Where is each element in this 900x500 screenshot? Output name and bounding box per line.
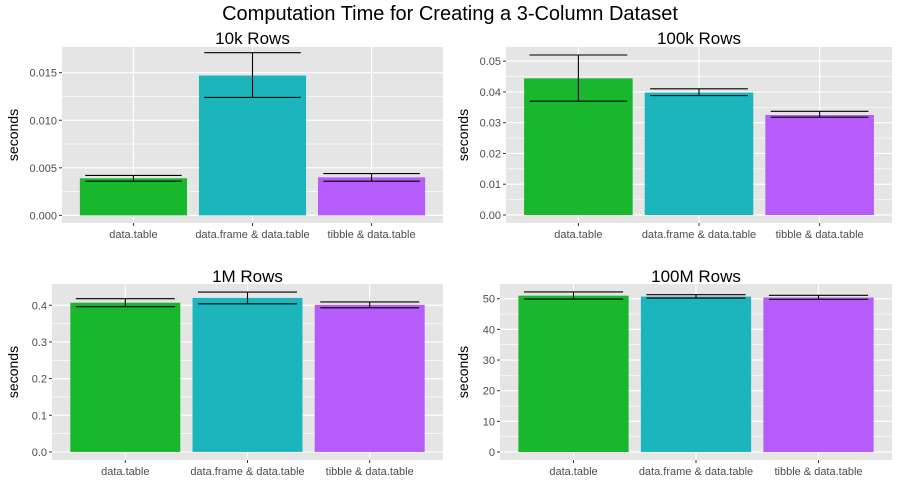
bar (763, 297, 874, 453)
y-tick-label: 0.4 (32, 300, 47, 312)
y-tick-label: 30 (483, 355, 495, 367)
y-tick-label: 40 (483, 324, 495, 336)
y-tick-label: 0.010 (29, 115, 57, 127)
y-tick-label: 0.01 (480, 179, 501, 191)
panel-title: 100M Rows (651, 267, 741, 286)
figure-title: Computation Time for Creating a 3-Column… (222, 3, 678, 25)
y-tick-label: 0.04 (480, 87, 501, 99)
x-tick-label: tibble & data.table (776, 229, 864, 241)
x-tick-label: tibble & data.table (774, 466, 862, 478)
y-tick-label: 0.1 (32, 410, 47, 422)
y-tick-label: 0.3 (32, 337, 47, 349)
y-axis-label: seconds (455, 346, 471, 398)
y-tick-label: 0.000 (29, 210, 57, 222)
panel-1: 0.000 0.005 0.010 0.015 data.table data.frame… (5, 29, 443, 241)
x-tick-label: data.frame & data.table (642, 229, 756, 241)
y-tick-label: 0.015 (29, 68, 57, 80)
x-tick-label: data.frame & data.table (195, 229, 309, 241)
x-tick-label: data.table (554, 229, 602, 241)
bar (79, 178, 188, 216)
panel-2: 0.00 0.01 0.02 0.03 0.04 0.05 data.table data.f… (455, 29, 892, 241)
bar (640, 296, 752, 453)
y-tick-label: 0 (489, 447, 495, 459)
y-tick-label: 0.0 (32, 447, 47, 459)
panel-title: 100k Rows (657, 29, 741, 48)
panel-title: 10k Rows (215, 29, 290, 48)
bar (644, 92, 754, 215)
x-tick-label: data.table (549, 466, 597, 478)
y-tick-label: 20 (483, 386, 495, 398)
y-tick-label: 50 (483, 294, 495, 306)
bar (317, 177, 426, 216)
y-axis-label: seconds (5, 346, 21, 398)
y-tick-label: 10 (483, 416, 495, 428)
panel-3: 0.0 0.1 0.2 0.3 0.4 data.table data.frame & da… (5, 267, 443, 478)
y-tick-label: 0.00 (480, 210, 501, 222)
panel-4: 0 10 20 30 40 50 data.table data.frame & data.t… (455, 267, 892, 478)
y-tick-label: 0.02 (480, 148, 501, 160)
bar (314, 304, 425, 452)
y-axis-label: seconds (455, 109, 471, 161)
bar (765, 115, 874, 215)
x-tick-label: data.table (101, 466, 149, 478)
y-axis-label: seconds (5, 109, 21, 161)
bar (518, 295, 629, 453)
x-tick-label: tibble & data.table (328, 229, 416, 241)
x-tick-label: tibble & data.table (326, 466, 414, 478)
panel-title: 1M Rows (212, 267, 283, 286)
y-tick-label: 0.2 (32, 374, 47, 386)
bar (70, 302, 181, 452)
x-tick-label: data.table (109, 229, 157, 241)
x-tick-label: data.frame & data.table (190, 466, 304, 478)
y-tick-label: 0.03 (480, 118, 501, 130)
y-tick-label: 0.005 (29, 163, 57, 175)
bar (192, 297, 303, 452)
x-tick-label: data.frame & data.table (639, 466, 753, 478)
bar (198, 75, 307, 216)
y-tick-label: 0.05 (480, 56, 501, 68)
